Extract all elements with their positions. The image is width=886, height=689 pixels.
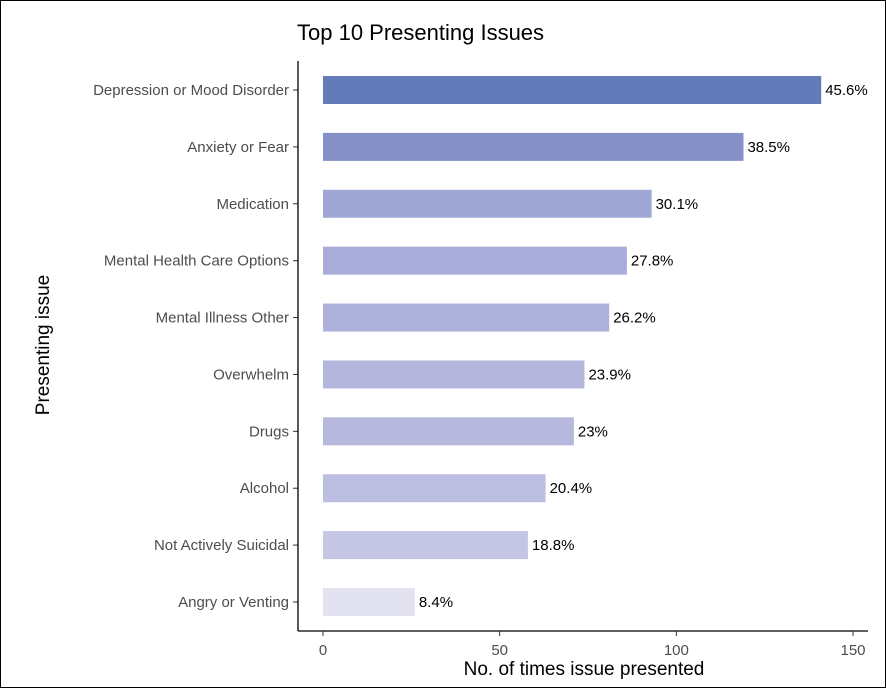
bar (323, 303, 610, 332)
data-label: 26.2% (613, 310, 656, 327)
data-label: 45.6% (825, 82, 868, 99)
category-label: Angry or Venting (178, 594, 289, 611)
category-label: Alcohol (240, 480, 289, 497)
data-label: 27.8% (631, 253, 674, 270)
y-axis-title: Presenting issue (33, 275, 54, 415)
data-label: 30.1% (656, 196, 699, 213)
bar (323, 246, 627, 275)
category-label: Drugs (249, 423, 289, 440)
bars-layer (323, 76, 822, 616)
x-axis-title: No. of times issue presented (464, 659, 705, 680)
data-label: 18.8% (532, 537, 575, 554)
x-tick-label: 50 (491, 642, 508, 659)
data-labels: 45.6% 38.5% 30.1% 27.8% 26.2% 23.9% 23% 20.4% 18… (419, 82, 868, 611)
bar (323, 132, 744, 161)
bar (323, 531, 528, 560)
category-label: Mental Illness Other (156, 310, 289, 327)
data-label: 38.5% (747, 139, 790, 156)
category-label: Medication (216, 196, 289, 213)
category-label: Anxiety or Fear (187, 139, 289, 156)
bar (323, 76, 822, 104)
bar (323, 474, 546, 503)
bar (323, 417, 574, 446)
x-ticks: 0 50 100 150 (319, 631, 866, 659)
x-tick-label: 150 (840, 642, 865, 659)
data-label: 8.4% (419, 594, 453, 611)
data-label: 23% (578, 423, 608, 440)
chart-title: Top 10 Presenting Issues (297, 20, 544, 45)
category-label: Mental Health Care Options (104, 253, 289, 270)
category-labels: Depression or Mood Disorder Anxiety or Fe… (93, 82, 298, 611)
category-label: Depression or Mood Disorder (93, 82, 289, 99)
bar (323, 189, 652, 218)
data-label: 23.9% (588, 366, 631, 383)
category-label: Not Actively Suicidal (154, 537, 289, 554)
category-label: Overwhelm (213, 366, 289, 383)
data-label: 20.4% (550, 480, 593, 497)
bar (323, 360, 585, 389)
x-tick-label: 0 (319, 642, 327, 659)
bar (323, 588, 415, 616)
x-tick-label: 100 (664, 642, 689, 659)
